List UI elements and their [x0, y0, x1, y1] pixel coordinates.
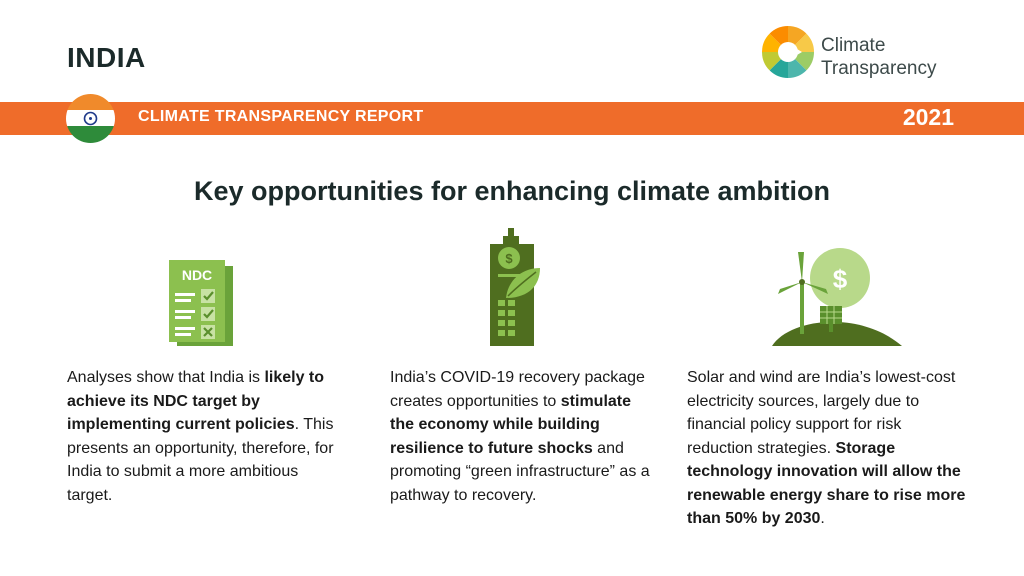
building-dollar-label: $ [505, 251, 513, 266]
ndc-icon-label: NDC [182, 267, 212, 283]
bold-text-segment: stimulate the economy while building res… [390, 392, 632, 457]
text-segment: India’s COVID-19 recovery package create… [390, 369, 645, 410]
text-segment: . [820, 510, 825, 527]
solar-dollar-label: $ [833, 264, 848, 294]
bold-text-segment: likely to achieve its NDC target by impl… [67, 369, 325, 433]
page-headline: Key opportunities for enhancing climate … [193, 176, 831, 206]
opportunity-text-renewables: Solar and wind are India’s lowest-cost e… [687, 366, 967, 531]
ndc-checklist-icon: NDC [169, 260, 233, 346]
climate-transparency-logo: Climate Transparency [760, 24, 980, 84]
logo-line-2: Transparency [821, 58, 937, 79]
india-flag-icon [66, 94, 115, 143]
report-title: CLIMATE TRANSPARENCY REPORT [138, 108, 424, 125]
report-band [0, 102, 1024, 135]
green-building-icon: $ [490, 228, 540, 346]
opportunity-text-recovery: India’s COVID-19 recovery package create… [390, 366, 650, 507]
wind-solar-icon: $ [772, 248, 902, 346]
text-segment: and promoting “green infrastructure” as … [390, 439, 650, 504]
opportunity-text-ndc: Analyses show that India is likely to ac… [67, 366, 347, 507]
report-year: 2021 [902, 104, 954, 130]
country-title: INDIA [67, 42, 146, 73]
bold-text-segment: Storage technology innovation will allow… [687, 439, 966, 528]
logo-text: Climate Transparency [821, 34, 936, 80]
text-segment: Solar and wind are India’s lowest-cost e… [687, 369, 956, 457]
logo-mark-icon [762, 25, 814, 79]
text-segment: Analyses show that India is [67, 369, 265, 386]
text-segment: . This presents an opportunity, therefor… [67, 416, 334, 504]
logo-line-1: Climate [821, 35, 886, 56]
